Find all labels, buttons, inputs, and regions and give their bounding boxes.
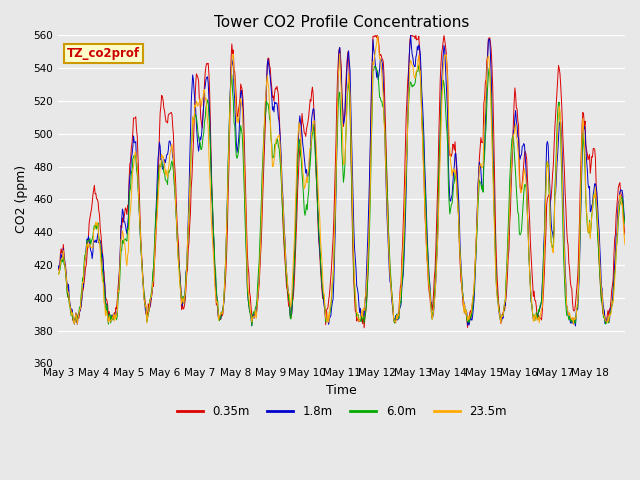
X-axis label: Time: Time xyxy=(326,384,357,397)
Legend: 0.35m, 1.8m, 6.0m, 23.5m: 0.35m, 1.8m, 6.0m, 23.5m xyxy=(172,401,511,423)
Title: Tower CO2 Profile Concentrations: Tower CO2 Profile Concentrations xyxy=(214,15,469,30)
Text: TZ_co2prof: TZ_co2prof xyxy=(67,47,140,60)
Y-axis label: CO2 (ppm): CO2 (ppm) xyxy=(15,165,28,233)
